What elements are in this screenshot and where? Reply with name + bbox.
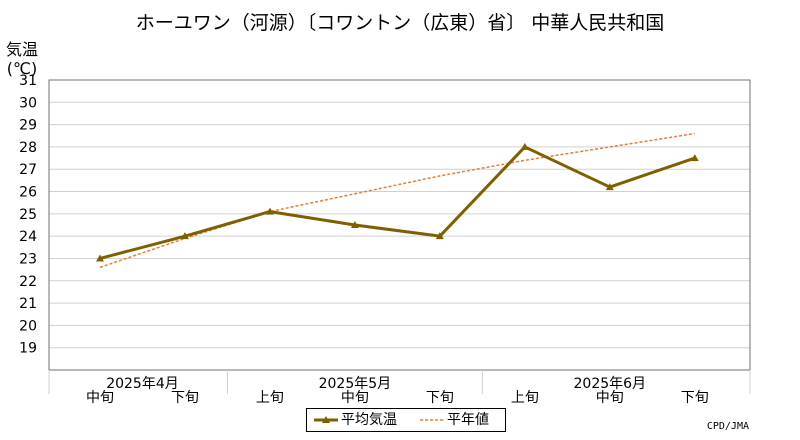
x-tick-label: 下旬 <box>171 390 199 406</box>
x-tick-label: 下旬 <box>426 390 454 406</box>
month-label: 2025年6月 <box>574 376 647 392</box>
y-tick-label: 22 <box>19 274 37 290</box>
normal-series-line <box>99 132 695 269</box>
credit-text: CPD/JMA <box>706 421 749 432</box>
temperature-point <box>350 221 359 228</box>
x-tick-label: 中旬 <box>341 390 369 406</box>
y-axis-label-unit: (℃) <box>6 59 38 78</box>
temperature-point <box>605 183 614 191</box>
temperature-point <box>265 207 274 215</box>
x-tick-label: 中旬 <box>596 390 624 406</box>
temperature-point <box>520 142 529 150</box>
legend-series-label: 平均気温 <box>341 412 397 428</box>
temperature-point <box>180 232 189 240</box>
y-tick-label: 25 <box>19 207 37 223</box>
plot-frame <box>48 79 751 371</box>
month-label: 2025年5月 <box>319 376 392 392</box>
y-tick-label: 27 <box>19 162 37 178</box>
legend-series-swatch <box>314 416 338 423</box>
y-tick-label: 24 <box>19 229 37 245</box>
x-tick-label: 中旬 <box>86 390 114 406</box>
temperature-point <box>95 254 104 262</box>
y-tick-label: 19 <box>19 341 37 357</box>
legend-normal-swatch <box>420 419 444 421</box>
y-tick-label: 30 <box>19 95 37 111</box>
y-tick-label: 20 <box>19 318 37 334</box>
y-axis-label: 気温 (℃) <box>0 40 44 78</box>
x-tick-label: 上旬 <box>511 390 539 406</box>
month-label: 2025年4月 <box>106 376 179 392</box>
y-tick-label: 29 <box>19 118 37 134</box>
x-tick-label: 下旬 <box>681 390 709 406</box>
temperature-series-line <box>99 145 696 260</box>
y-tick-label: 26 <box>19 185 37 201</box>
y-axis-label-name: 気温 <box>5 40 38 59</box>
y-tick-label: 21 <box>19 296 37 312</box>
legend: 平均気温 平年値 <box>306 408 506 432</box>
y-tick-label: 31 <box>19 73 37 89</box>
y-tick-label: 28 <box>19 140 37 156</box>
temperature-point <box>435 232 444 240</box>
y-tick-label: 23 <box>19 251 37 267</box>
x-tick-label: 上旬 <box>256 390 284 406</box>
chart-title: ホーユワン（河源）〔コワントン（広東）省〕 中華人民共和国 <box>135 12 665 34</box>
temperature-point <box>690 154 699 162</box>
legend-normal-label: 平年値 <box>447 412 489 428</box>
